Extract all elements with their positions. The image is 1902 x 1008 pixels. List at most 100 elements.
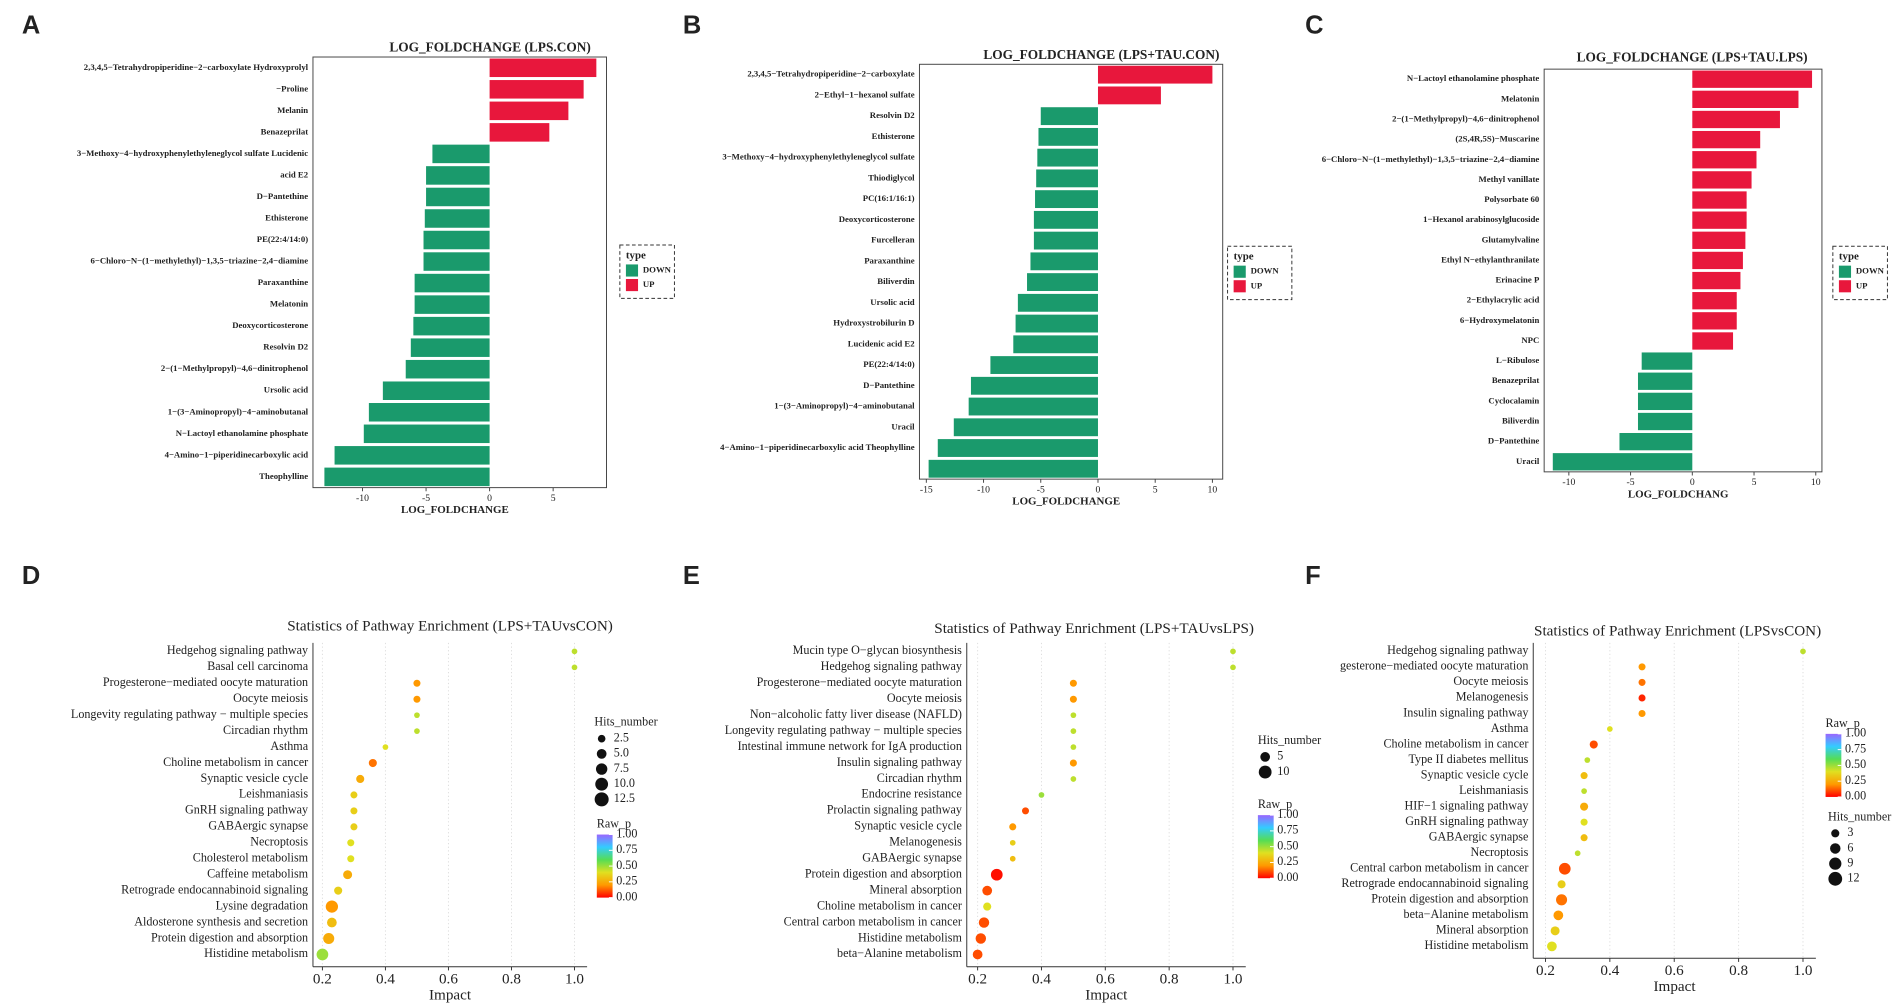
color-tick-label: 0.75 — [1845, 741, 1866, 755]
x-tick-label: 0.6 — [439, 971, 458, 988]
point — [983, 902, 992, 911]
point — [323, 932, 335, 945]
bar — [990, 356, 1098, 374]
point — [1069, 759, 1077, 767]
x-tick-label: 0.2 — [968, 971, 987, 988]
category-label: D−Pantethine — [1488, 436, 1540, 446]
bar — [1637, 372, 1693, 390]
category-label: Ursolic acid — [870, 297, 914, 307]
bar — [410, 338, 490, 357]
x-tick-label: -10 — [1562, 477, 1575, 488]
bar — [368, 403, 490, 422]
category-label: GnRH signaling pathway — [1405, 814, 1528, 828]
size-legend-mark — [1258, 765, 1272, 779]
category-label: N−Lactoyl ethanolamine phosphate — [176, 428, 308, 438]
bar — [1619, 432, 1693, 451]
legend-swatch — [625, 278, 639, 292]
bar — [1097, 65, 1213, 84]
bar — [334, 446, 490, 465]
category-label: Ethisterone — [872, 131, 915, 141]
category-label: 2−(1−Methylpropyl)−4,6−dinitrophenol — [161, 363, 309, 373]
point — [334, 886, 343, 895]
chart-title: Statistics of Pathway Enrichment (LPS+TA… — [934, 620, 1254, 637]
size-legend-mark — [1260, 752, 1271, 762]
category-label: D−Pantethine — [863, 380, 915, 390]
bar — [1030, 252, 1098, 271]
bar — [1692, 231, 1746, 249]
bar — [413, 316, 490, 336]
point — [347, 839, 355, 847]
category-label: Insulin signaling pathway — [1403, 705, 1528, 719]
category-label: NPC — [1521, 335, 1539, 345]
category-label: Erinacine P — [1495, 275, 1540, 285]
x-tick-label: 10 — [1208, 484, 1218, 495]
x-tick-label: -10 — [977, 484, 990, 495]
point — [1070, 776, 1077, 782]
category-label: Leishmaniasis — [239, 787, 309, 801]
point — [1580, 772, 1588, 780]
category-label: −Proline — [276, 83, 308, 93]
color-legend-title: Raw_p — [1258, 797, 1292, 811]
color-tick-label: 0.25 — [1845, 773, 1866, 787]
color-tick-label: 0.00 — [1277, 870, 1298, 884]
category-label: Choline metabolism in cancer — [817, 898, 962, 912]
category-label: Circadian rhythm — [877, 771, 963, 785]
bar — [423, 252, 490, 271]
plot-frame — [1543, 68, 1823, 473]
category-label: N−Lactoyl ethanolamine phosphate — [1407, 73, 1539, 83]
bar — [424, 209, 490, 228]
category-label: Type II diabetes mellitus — [1408, 752, 1528, 766]
point — [1230, 648, 1236, 655]
x-tick-label: 0.2 — [313, 971, 332, 988]
color-tick-label: 0.25 — [616, 874, 637, 888]
category-label: Biliverdin — [1502, 416, 1539, 426]
category-label: Paraxanthine — [258, 277, 309, 287]
category-label: 1−(3−Aminopropyl)−4−aminobutanal — [168, 406, 309, 416]
x-tick-label: 0 — [1690, 477, 1695, 488]
bar — [405, 359, 490, 379]
size-legend-label: 10 — [1277, 764, 1289, 778]
category-label: D−Pantethine — [257, 191, 309, 201]
color-tick-label: 0.50 — [616, 858, 637, 872]
bar — [1033, 210, 1098, 229]
point — [350, 823, 358, 831]
point — [1009, 823, 1017, 831]
bar — [423, 230, 490, 250]
category-label: Biliverdin — [877, 276, 914, 286]
category-label: 2,3,4,5−Tetrahydropiperidine−2−carboxyla… — [747, 69, 914, 79]
x-tick-label: -10 — [356, 493, 369, 504]
category-label: 3−Methoxy−4−hydroxyphenylethyleneglycol … — [77, 148, 308, 158]
bar — [1692, 110, 1780, 129]
category-label: Asthma — [270, 739, 308, 753]
bar — [382, 381, 490, 400]
color-bar — [1825, 733, 1842, 797]
bar — [1692, 90, 1799, 109]
category-label: 3−Methoxy−4−hydroxyphenylethyleneglycol … — [722, 152, 914, 162]
size-legend-label: 3 — [1847, 825, 1853, 839]
x-tick-label: 5 — [1752, 477, 1757, 488]
chart-title: Statistics of Pathway Enrichment (LPS+TA… — [287, 618, 613, 635]
bar — [1035, 190, 1098, 209]
category-label: 1−Hexanol arabinosylglucoside — [1423, 214, 1539, 224]
bar — [1036, 169, 1098, 188]
x-tick-label: 0.4 — [1032, 971, 1051, 988]
bar — [1692, 312, 1737, 330]
category-label: Non−alcoholic fatty liver disease (NAFLD… — [750, 707, 962, 721]
legend-swatch — [1233, 265, 1246, 278]
bar — [1692, 151, 1757, 169]
category-label: Progesterone−mediated oocyte maturation — [103, 675, 308, 689]
category-label: Central carbon metabolism in cancer — [1350, 861, 1528, 875]
x-tick-label: 0.4 — [376, 971, 395, 988]
point — [1009, 855, 1016, 862]
bar — [1637, 392, 1693, 411]
category-label: Central carbon metabolism in cancer — [784, 914, 962, 928]
bar — [1641, 352, 1693, 370]
bar — [1692, 171, 1752, 189]
x-tick-label: -5 — [1627, 477, 1635, 488]
legend-label: UP — [643, 279, 655, 289]
bar — [489, 123, 550, 142]
x-axis-label: Impact — [1654, 978, 1697, 995]
category-label: Ethyl N−ethylanthranilate — [1441, 254, 1539, 264]
point — [1069, 679, 1077, 687]
category-label: Cyclocalamin — [1488, 395, 1539, 405]
